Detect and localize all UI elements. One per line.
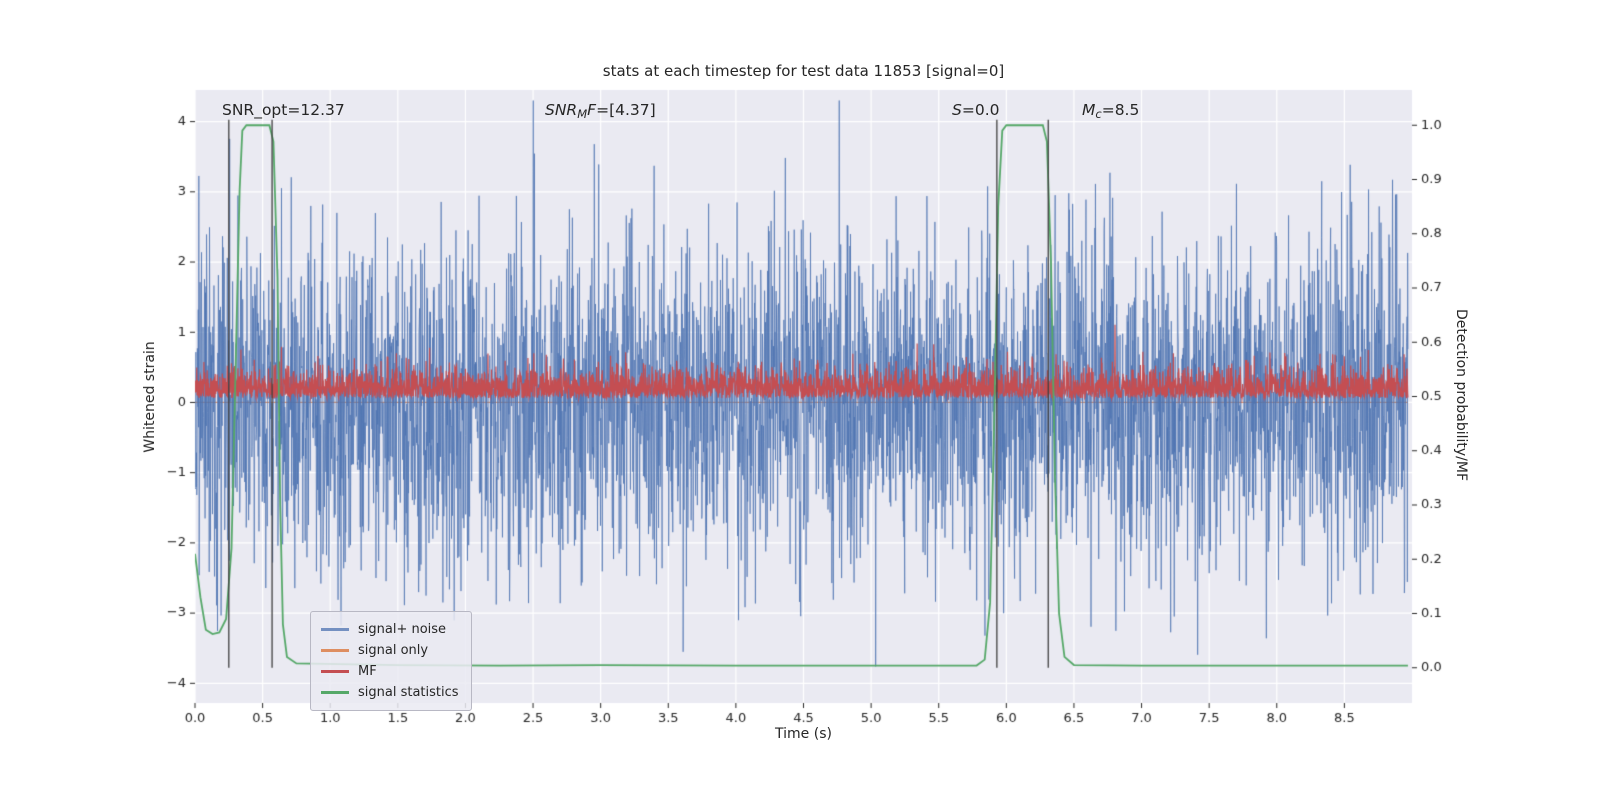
legend-label-signal-noise: signal+ noise xyxy=(358,622,447,637)
annotation-mc-value: =8.5 xyxy=(1101,101,1140,119)
annotation-snr-opt-text: SNR_opt=12.37 xyxy=(222,101,345,119)
annotation-mc-pre: M xyxy=(1082,101,1096,119)
legend-swatch-signal-only xyxy=(321,649,349,652)
annotation-snr-mf-post: F xyxy=(587,101,597,119)
annotation-snr-mf-value: =[4.37] xyxy=(596,101,656,119)
annotation-mc: Mc=8.5 xyxy=(1082,101,1139,121)
annotation-s: S=0.0 xyxy=(952,101,999,119)
annotation-s-value: =0.0 xyxy=(961,101,1000,119)
legend: signal+ noise signal only MF signal stat… xyxy=(310,611,472,711)
legend-item-mf: MF xyxy=(321,661,459,682)
legend-label-mf: MF xyxy=(358,664,377,679)
legend-swatch-signal-noise xyxy=(321,628,349,631)
legend-item-signal-noise: signal+ noise xyxy=(321,619,459,640)
annotation-snr-mf: SNRMF=[4.37] xyxy=(545,101,656,121)
annotation-snr-mf-pre: SNR xyxy=(545,101,578,119)
y-axis-label-left: Whitened strain xyxy=(142,341,158,453)
legend-label-signal-only: signal only xyxy=(358,643,429,658)
annotation-snr-mf-sub: M xyxy=(577,107,588,121)
y-axis-label-right: Detection probability/MF xyxy=(1453,308,1469,482)
legend-label-signal-statistics: signal statistics xyxy=(358,685,459,700)
legend-item-signal-statistics: signal statistics xyxy=(321,682,459,703)
x-axis-label: Time (s) xyxy=(775,726,832,742)
legend-swatch-mf xyxy=(321,670,349,673)
annotation-snr-opt: SNR_opt=12.37 xyxy=(222,101,345,119)
annotation-s-pre: S xyxy=(952,101,962,119)
legend-swatch-signal-statistics xyxy=(321,691,349,694)
chart-title: stats at each timestep for test data 118… xyxy=(602,62,1005,80)
legend-item-signal-only: signal only xyxy=(321,640,459,661)
annotation-mc-sub: c xyxy=(1095,107,1102,121)
